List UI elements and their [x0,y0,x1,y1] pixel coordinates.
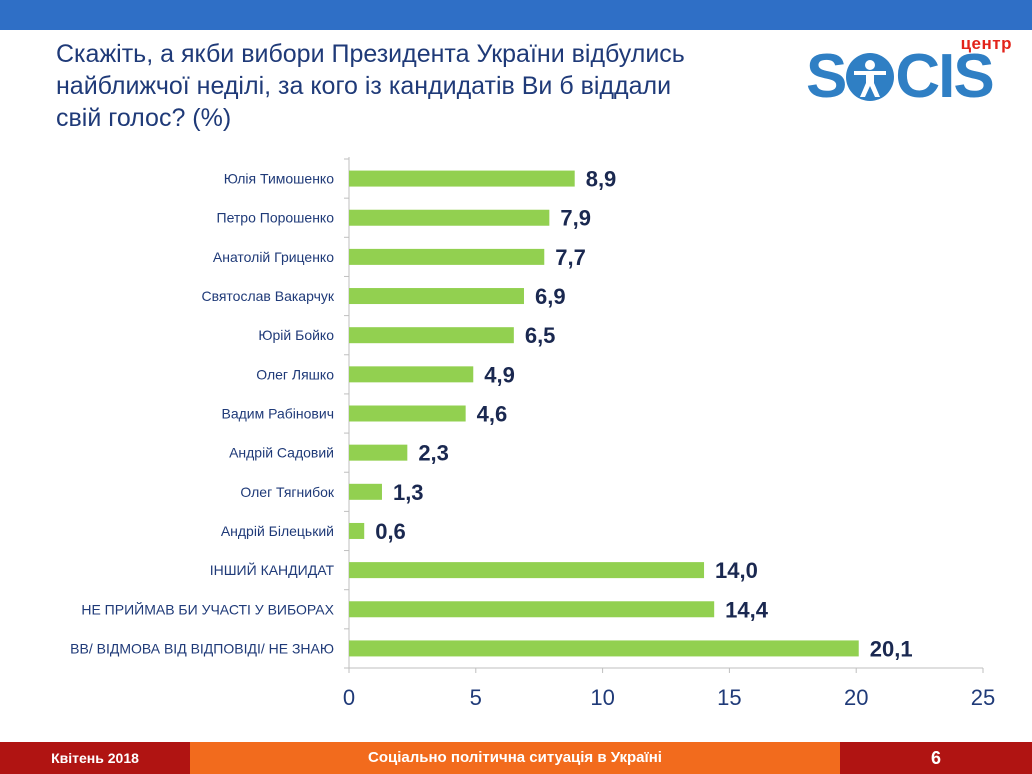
category-label: Олег Тягнибок [240,484,334,500]
title-line-3: свій голос? (%) [56,104,232,132]
title-line-2: найближчої неділі, за кого із кандидатів… [56,72,672,100]
bar [349,209,550,226]
value-label: 0,6 [375,519,406,544]
value-label: 14,0 [715,558,758,583]
value-label: 6,9 [535,284,566,309]
value-label: 2,3 [418,441,449,466]
value-label: 4,9 [484,362,515,387]
footer-topic: Соціально політична ситуація в Україні [190,742,840,774]
category-label: Андрій Білецький [221,523,334,539]
bar [349,562,705,579]
value-label: 14,4 [725,597,769,622]
footer-page-number: 6 [840,742,1032,774]
category-label: Петро Порошенко [217,210,335,226]
x-tick-label: 15 [717,685,741,710]
category-label: Святослав Вакарчук [201,288,334,304]
bar [349,640,859,657]
value-label: 7,7 [555,245,586,270]
value-label: 20,1 [870,636,913,661]
category-label: ІНШИЙ КАНДИДАТ [210,561,335,578]
value-label: 7,9 [560,206,591,231]
value-label: 6,5 [525,323,556,348]
slide-title: Скажіть, а якби вибори Президента Україн… [56,38,756,134]
bar-chart: Юлія Тимошенко 8,9 Петро Порошенко 7,9 Анато… [70,157,995,710]
logo-wordmark: S CIS [806,42,995,111]
bar [349,170,575,187]
bar [349,327,514,344]
category-label: Андрій Садовий [229,445,334,461]
x-tick-label: 0 [343,685,355,710]
x-tick-label: 25 [971,685,995,710]
vitruvian-figure-icon [846,53,895,101]
value-label: 1,3 [393,480,424,505]
category-label: Олег Ляшко [256,366,334,382]
socis-logo: центр S CIS [806,34,1018,112]
logo-small-text: центр [960,34,1012,53]
category-label: Анатолій Гриценко [213,249,334,265]
category-label: НЕ ПРИЙМАВ БИ УЧАСТІ У ВИБОРАХ [81,600,334,617]
x-tick-label: 5 [470,685,482,710]
logo-letter-s: S [806,42,847,111]
footer-date: Квітень 2018 [0,742,190,774]
bar [349,248,545,265]
bar [349,444,408,461]
category-label: Вадим Рабінович [222,406,335,422]
top-banner [0,0,1032,30]
bar [349,601,715,618]
x-tick-label: 10 [590,685,614,710]
value-label: 8,9 [586,167,617,192]
category-label: ВВ/ ВІДМОВА ВІД ВІДПОВІДІ/ НЕ ЗНАЮ [70,640,334,656]
bar [349,366,474,383]
category-label: Юрій Бойко [258,327,334,343]
footer: Квітень 2018 Соціально політична ситуаці… [0,742,1032,774]
bar [349,522,365,539]
category-label: Юлія Тимошенко [224,171,334,187]
x-tick-label: 20 [844,685,868,710]
bar [349,483,382,500]
value-label: 4,6 [477,402,508,427]
title-line-1: Скажіть, а якби вибори Президента Україн… [56,40,685,68]
bar [349,288,524,305]
bar [349,405,466,422]
logo-letters-cis: CIS [895,42,994,111]
